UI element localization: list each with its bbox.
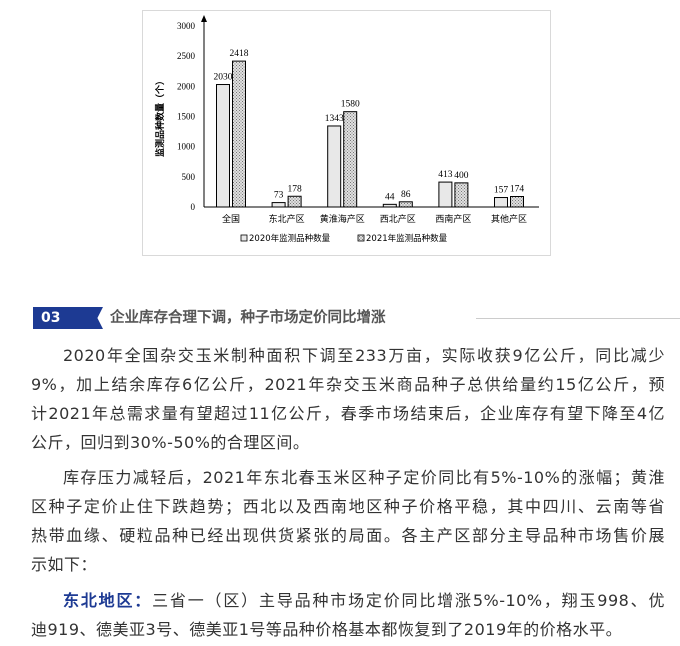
y-tick-label: 2500 <box>177 51 196 61</box>
chart: 0 500 1000 1500 2000 2500 3000 监测品种数量（个） 全国 2030 2… <box>142 10 551 256</box>
bar-2020 <box>271 202 286 208</box>
data-label: 413 <box>438 170 453 180</box>
data-label: 1580 <box>341 100 360 110</box>
y-axis-arrow <box>201 15 207 22</box>
bar-2020 <box>438 181 453 208</box>
bar-2020 <box>327 125 342 208</box>
text-line: 东北地区：三省一（区）主导品种市场定价同比增涨5%-10%，翔玉998、优 <box>31 586 665 615</box>
bar-2020 <box>494 197 508 208</box>
x-tick-label: 东北产区 <box>269 213 305 225</box>
legend-swatch <box>240 234 248 242</box>
legend-label: 2021年监测品种数量 <box>366 233 448 244</box>
legend-swatch <box>357 234 365 242</box>
data-label: 174 <box>510 185 525 195</box>
text-line: 热带血缘、硬粒品种已经出现供货紧张的局面。各主产区部分主导品种市场售价展 <box>31 526 665 545</box>
legend-label: 2020年监测品种数量 <box>249 233 331 244</box>
section-number: 03 <box>33 307 103 329</box>
data-label: 44 <box>385 192 395 202</box>
data-label: 1343 <box>325 114 344 124</box>
data-label: 2030 <box>214 73 233 83</box>
data-label: 157 <box>494 186 509 196</box>
bar-chart-svg: 0 500 1000 1500 2000 2500 3000 监测品种数量（个） 全国 2030 2… <box>154 15 539 244</box>
y-tick-label: 0 <box>191 202 196 212</box>
text-segment: 三省一（区）主导品种市场定价同比增涨5%-10%，翔玉998、优 <box>152 591 665 610</box>
data-label: 2418 <box>230 49 249 59</box>
paragraph-2: 库存压力减轻后，2021年东北春玉米区种子定价同比有5%-10%的涨幅；黄淮 区… <box>31 463 665 579</box>
text-line: 9%，加上结余库存6亿公斤，2021年杂交玉米商品种子总供给量约15亿公斤，预 <box>31 375 665 394</box>
section-header: 03 企业库存合理下调，种子市场定价同比增涨 <box>33 307 680 329</box>
x-tick-label: 全国 <box>222 213 240 225</box>
section-divider <box>476 318 680 319</box>
region-highlight: 东北地区： <box>63 591 153 610</box>
section-title: 企业库存合理下调，种子市场定价同比增涨 <box>110 310 386 326</box>
data-label: 86 <box>401 190 411 200</box>
x-tick-label: 西南产区 <box>435 213 471 225</box>
paragraph-1: 2020年全国杂交玉米制种面积下调至233万亩，实际收获9亿公斤，同比减少 9%… <box>31 341 665 457</box>
data-label: 178 <box>287 184 302 194</box>
bar-2020 <box>216 84 230 208</box>
bar-2020 <box>382 203 397 208</box>
bar-2021 <box>454 182 469 208</box>
text-line: 库存压力减轻后，2021年东北春玉米区种子定价同比有5%-10%的涨幅；黄淮 <box>63 468 665 487</box>
data-label: 73 <box>274 191 284 201</box>
x-tick-label: 黄淮海产区 <box>320 213 365 225</box>
data-label: 400 <box>454 171 469 181</box>
x-tick-label: 其他产区 <box>491 213 527 225</box>
bar-2021 <box>232 60 246 208</box>
text-line: 区种子定价止住下跌趋势；西北以及西南地区种子价格平稳，其中四川、云南等省 <box>31 497 665 516</box>
bar-2021 <box>287 195 302 208</box>
text-line: 2020年全国杂交玉米制种面积下调至233万亩，实际收获9亿公斤，同比减少 <box>63 346 665 365</box>
y-tick-label: 2000 <box>177 81 196 91</box>
text-line: 迪919、德美亚3号、德美亚1号等品种价格基本都恢复到了2019年的价格水平。 <box>31 620 623 639</box>
paragraph-3: 东北地区：三省一（区）主导品种市场定价同比增涨5%-10%，翔玉998、优 迪9… <box>31 586 665 644</box>
text-line: 计2021年总需求量有望超过11亿公斤，春季市场结束后，企业库存有望下降至4亿 <box>31 404 665 423</box>
text-line: 示如下： <box>31 555 98 574</box>
bar-2021 <box>510 196 524 208</box>
y-tick-label: 1000 <box>177 142 196 152</box>
bar-2021 <box>398 201 413 208</box>
bar-2021 <box>343 111 358 208</box>
x-tick-label: 西北产区 <box>380 213 416 225</box>
y-tick-label: 500 <box>182 172 196 182</box>
y-tick-label: 1500 <box>177 112 196 122</box>
text-line: 公斤，回归到30%-50%的合理区间。 <box>31 433 310 452</box>
y-tick-label: 3000 <box>177 21 196 31</box>
y-axis-label: 监测品种数量（个） <box>154 76 166 157</box>
